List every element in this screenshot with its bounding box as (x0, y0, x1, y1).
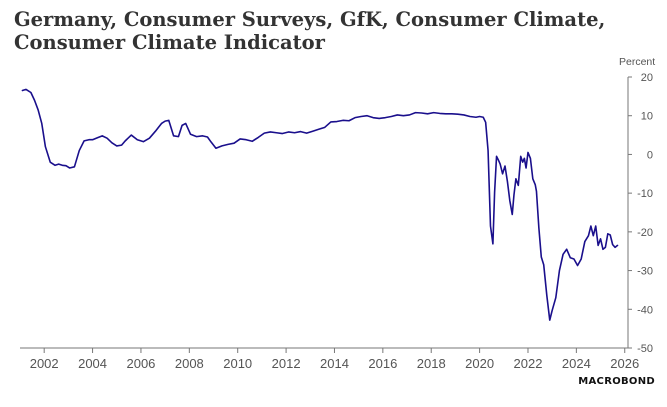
y-tick-label: -20 (637, 227, 653, 239)
y-axis-unit-label: Percent (619, 56, 655, 68)
y-tick-label: -40 (637, 304, 653, 316)
x-tick-label: 2024 (562, 356, 591, 371)
y-tick-label: -10 (637, 188, 653, 200)
x-tick-label: 2008 (175, 356, 204, 371)
axes (20, 77, 629, 349)
x-tick-label: 2026 (610, 356, 639, 371)
series-line-0 (21, 88, 619, 321)
x-tick-label: 2004 (78, 356, 107, 371)
macrobond-logo: MACROBOND (578, 376, 655, 387)
x-tick-label: 2010 (223, 356, 252, 371)
y-tick-label: 10 (641, 111, 653, 123)
x-tick-label: 2002 (30, 356, 59, 371)
x-axis-ticks: 2002 2004 2006 2008 2010 2012 2014 2016 2018 2020… (30, 348, 639, 371)
x-tick-label: 2018 (417, 356, 446, 371)
y-tick-label: -30 (637, 266, 653, 278)
y-tick-label: 20 (641, 72, 653, 84)
x-tick-label: 2016 (368, 356, 397, 371)
series-group (21, 88, 619, 321)
y-tick-label: 0 (647, 149, 653, 161)
y-tick-label: -50 (637, 343, 653, 355)
x-tick-label: 2006 (126, 356, 155, 371)
x-tick-label: 2022 (514, 356, 543, 371)
y-axis-ticks: 20 10 0 -10 -20 -30 -40 -50 (628, 72, 653, 355)
x-tick-label: 2012 (272, 356, 301, 371)
chart-title: Germany, Consumer Surveys, GfK, Consumer… (14, 8, 606, 54)
x-tick-label: 2014 (320, 356, 349, 371)
x-tick-label: 2020 (465, 356, 494, 371)
